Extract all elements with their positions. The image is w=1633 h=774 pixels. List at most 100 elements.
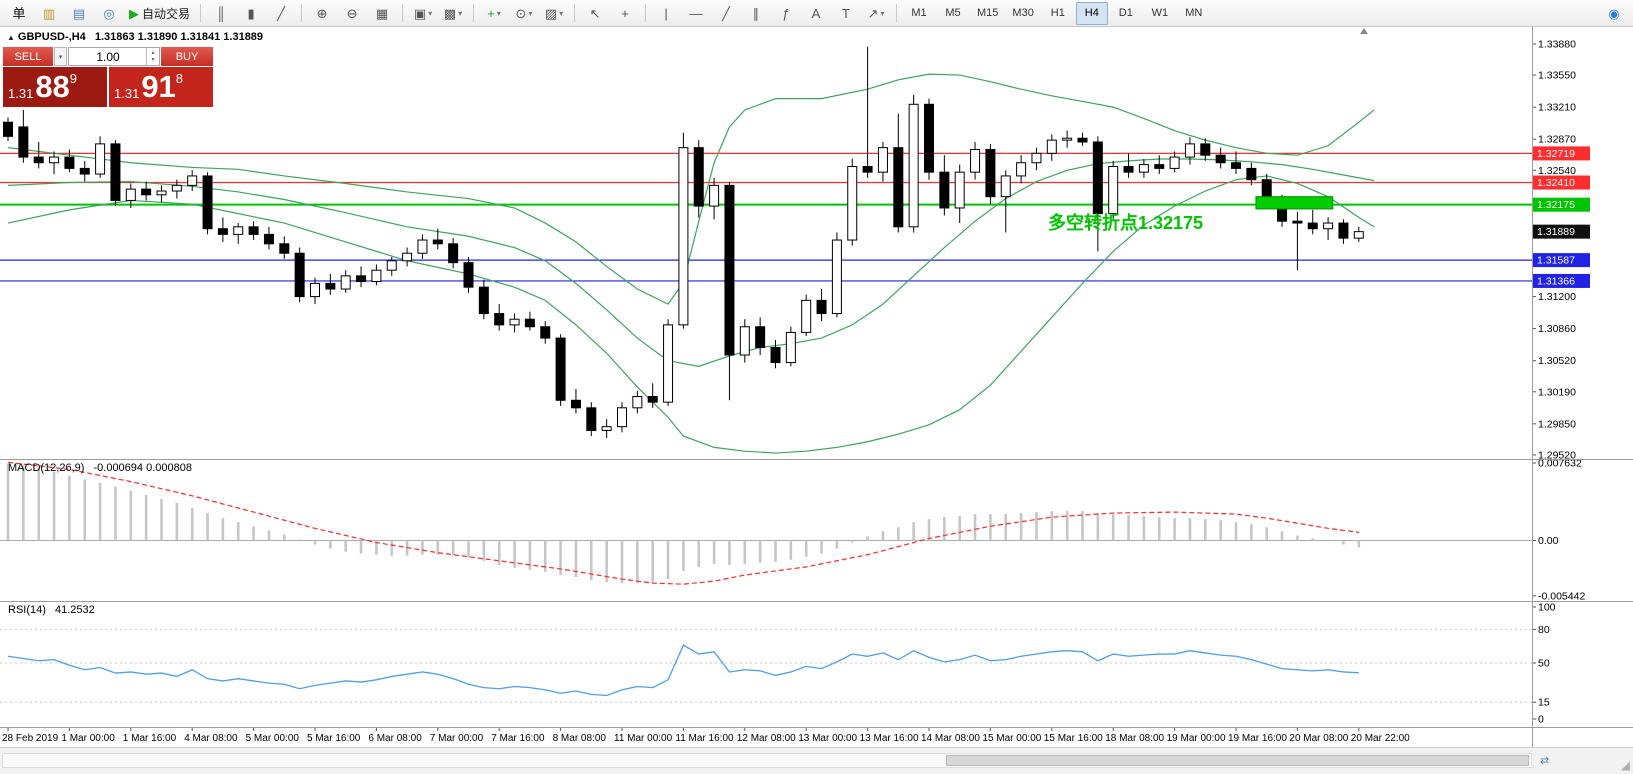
svg-text:1.32410: 1.32410 [1537, 177, 1575, 189]
highlight-rectangle[interactable] [1255, 196, 1334, 210]
tf-w1[interactable]: W1 [1151, 7, 1169, 19]
macd-name: MACD(12,26,9) [8, 462, 85, 474]
macd-pane: 0.007632 0.00 -0.005442 [0, 458, 1585, 602]
svg-text:19 Mar 00:00: 19 Mar 00:00 [1167, 733, 1226, 744]
arrows-icon[interactable]: ↗ ▾ [862, 2, 890, 25]
svg-text:1.32175: 1.32175 [1537, 199, 1575, 211]
tile-windows-icon[interactable]: ▦ [368, 2, 396, 25]
sell-button[interactable]: SELL [3, 47, 53, 66]
new-order-icon[interactable]: ▥ [35, 2, 63, 25]
resize-grip-icon[interactable]: ◢ [1620, 758, 1630, 772]
spinner-up-icon[interactable]: ▴ [151, 49, 155, 56]
svg-text:13 Mar 00:00: 13 Mar 00:00 [798, 733, 857, 744]
rsi-value: 41.2532 [54, 604, 95, 616]
trendline-icon[interactable]: ╱ [712, 2, 740, 25]
chart-window-icon[interactable]: ▤ [65, 2, 93, 25]
community-icon[interactable]: ◉ [1600, 2, 1628, 25]
text-icon[interactable]: A [802, 2, 830, 25]
sell-price-display[interactable]: 1.31 88 9 [3, 67, 107, 107]
chart-canvas[interactable]: 1.338801.335501.332101.328701.325401.312… [0, 0, 1633, 747]
sell-price-big: 88 [35, 69, 70, 104]
label-icon-glyph: T [842, 5, 850, 21]
tile-windows-icon-glyph: ▦ [375, 5, 389, 21]
trade-options-dropdown[interactable]: ▾ [54, 47, 67, 66]
tf-m30[interactable]: M30 [1012, 7, 1034, 19]
cascade-windows-icon[interactable]: ▩ ▾ [439, 2, 467, 25]
volume-input[interactable]: 1.00 ▴ ▾ [68, 47, 160, 66]
svg-text:7 Mar 00:00: 7 Mar 00:00 [430, 733, 484, 744]
svg-text:12 Mar 08:00: 12 Mar 08:00 [737, 733, 796, 744]
label-icon[interactable]: T [832, 2, 860, 25]
indicators-icon[interactable]: + ▾ [480, 2, 508, 25]
cascade-windows-icon-dropdown[interactable]: ▾ [458, 8, 463, 18]
tf-h4[interactable]: H4 [1075, 1, 1108, 25]
toolbar-separator [301, 4, 303, 22]
price-hlines[interactable] [0, 152, 1532, 282]
svg-text:1.32540: 1.32540 [1538, 165, 1576, 177]
tf-h1[interactable]: H1 [1050, 7, 1065, 19]
spinner-down-icon[interactable]: ▾ [151, 56, 155, 63]
svg-text:1.30190: 1.30190 [1538, 386, 1576, 398]
chart-shift-marker[interactable] [1360, 28, 1368, 34]
templates-icon-glyph: ▨ [544, 5, 558, 21]
svg-text:14 Mar 08:00: 14 Mar 08:00 [921, 733, 980, 744]
volume-spinner[interactable]: ▴ ▾ [146, 48, 159, 65]
chart-annotation-text[interactable]: 多空转折点1.32175 [1048, 213, 1204, 233]
arrange-windows-icon-dropdown[interactable]: ▾ [428, 8, 433, 18]
periods-icon[interactable]: ⊙ ▾ [510, 2, 538, 25]
vertical-line-icon[interactable]: | [652, 2, 680, 25]
ohlc-bars-icon[interactable]: ║ [207, 2, 235, 25]
tf-m15[interactable]: M15 [977, 7, 999, 19]
zoom-in-icon-glyph: ⊕ [316, 5, 328, 21]
scrollbar-thumb[interactable] [946, 755, 1529, 766]
svg-text:1 Mar 00:00: 1 Mar 00:00 [61, 733, 115, 744]
cursor-icon[interactable]: ↖ [581, 2, 609, 25]
svg-text:1.31200: 1.31200 [1538, 291, 1576, 303]
symbol-label: GBPUSD-,H4 [17, 31, 86, 43]
indicators-icon-dropdown[interactable]: ▾ [496, 8, 501, 18]
arrows-icon-dropdown[interactable]: ▾ [880, 8, 885, 18]
chart-window-icon-glyph: ▤ [72, 5, 86, 21]
svg-text:13 Mar 16:00: 13 Mar 16:00 [860, 733, 919, 744]
svg-text:1.31587: 1.31587 [1537, 255, 1575, 267]
tf-mn[interactable]: MN [1185, 7, 1203, 19]
price-axis[interactable]: 1.33880 1.33550 1.33210 1.32870 1.32540 1.312… [1532, 38, 1590, 461]
zoom-out-icon[interactable]: ⊖ [338, 2, 366, 25]
zoom-in-icon[interactable]: ⊕ [308, 2, 336, 25]
arrange-windows-icon-glyph: ▣ [413, 5, 427, 21]
svg-text:15 Mar 16:00: 15 Mar 16:00 [1044, 733, 1103, 744]
horizontal-line-icon[interactable]: — [682, 2, 710, 25]
sell-price-sup: 9 [69, 71, 78, 86]
arrange-windows-icon[interactable]: ▣ ▾ [409, 2, 437, 25]
crosshair-icon[interactable]: + [611, 2, 639, 25]
svg-text:0.00: 0.00 [1538, 535, 1559, 547]
zoom-out-icon-glyph: ⊖ [346, 5, 358, 21]
buy-button[interactable]: BUY [161, 47, 213, 66]
toolbar: 单 ▥ ▤ ◎ ▶ 自动交易 ║ ▮ ╱ ⊕ ⊖ ▦ ▣ ▾ ▩ ▾ + ▾ ⊙ ▾ ▨ ▾ ↖ + | — ╱ ∥ ƒ A T ↗ ▾ M1 M5… [0, 0, 1633, 27]
market-watch-icon-glyph: ◎ [103, 5, 115, 21]
autotrading-button[interactable]: ▶ 自动交易 [125, 2, 194, 25]
svg-text:19 Mar 16:00: 19 Mar 16:00 [1228, 733, 1287, 744]
tf-m1[interactable]: M1 [911, 7, 927, 19]
templates-icon-dropdown[interactable]: ▾ [559, 8, 564, 18]
tf-d1[interactable]: D1 [1118, 7, 1133, 19]
market-watch-icon[interactable]: ◎ [95, 2, 123, 25]
svg-text:1.33550: 1.33550 [1538, 70, 1576, 82]
periods-icon-glyph: ⊙ [515, 5, 527, 21]
channel-icon[interactable]: ∥ [742, 2, 770, 25]
vertical-line-icon-glyph: | [664, 5, 668, 21]
svg-text:1.31366: 1.31366 [1537, 275, 1575, 287]
horizontal-scrollbar[interactable] [2, 753, 1532, 768]
menu-orders[interactable]: 单 [5, 2, 33, 25]
line-chart-icon[interactable]: ╱ [267, 2, 295, 25]
pane-dividers[interactable] [0, 27, 1633, 747]
time-axis[interactable]: 28 Feb 2019 1 Mar 00:00 1 Mar 16:00 4 Mar 0… [2, 727, 1410, 744]
periods-icon-dropdown[interactable]: ▾ [528, 8, 533, 18]
templates-icon[interactable]: ▨ ▾ [540, 2, 568, 25]
buy-price-display[interactable]: 1.31 91 8 [109, 67, 213, 107]
scroll-arrows-icon[interactable]: ⇄ [1540, 755, 1550, 767]
tf-m5[interactable]: M5 [945, 7, 961, 19]
candlestick-chart-icon[interactable]: ▮ [237, 2, 265, 25]
svg-text:8 Mar 08:00: 8 Mar 08:00 [553, 733, 607, 744]
fibonacci-icon[interactable]: ƒ [772, 2, 800, 25]
